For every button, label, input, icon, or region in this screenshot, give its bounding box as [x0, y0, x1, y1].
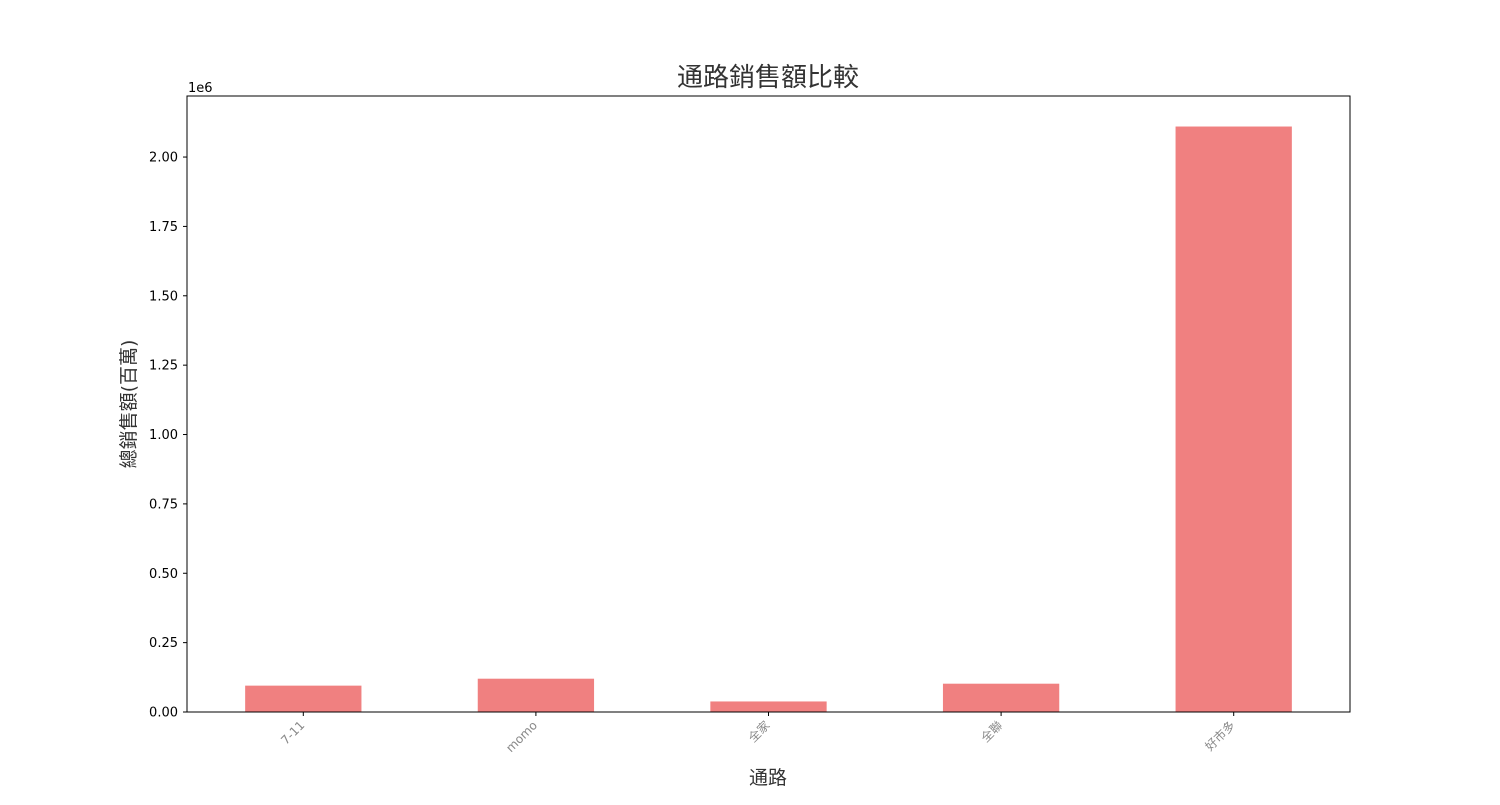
y-tick-label: 2.00 [149, 151, 178, 166]
y-axis: 0.00 0.25 0.50 0.75 1.00 1.25 1.50 1.75 2.00 [149, 151, 187, 721]
plot-frame [186, 95, 1351, 713]
y-axis-offset-label: 1e6 [188, 81, 213, 96]
bars-group [245, 126, 1292, 712]
y-axis-title: 總銷售額(百萬) [118, 340, 140, 469]
y-tick-label: 0.50 [149, 567, 178, 582]
bar-全家 [710, 701, 827, 712]
y-tick-label: 0.75 [149, 497, 178, 512]
x-tick-label-好市多: 好市多 [1202, 718, 1238, 754]
y-tick-label: 1.25 [149, 359, 178, 374]
bar-好市多 [1175, 126, 1292, 712]
y-tick-label: 1.50 [149, 289, 178, 304]
y-tick-label: 1.75 [149, 220, 178, 235]
chart-title: 通路銷售額比較 [677, 63, 859, 93]
x-tick-label-momo: momo [503, 718, 540, 755]
y-tick-label: 0.25 [149, 636, 178, 651]
x-axis: 7-11 momo 全家 全聯 好市多 [278, 712, 1238, 755]
x-tick-label-7-11: 7-11 [278, 718, 307, 747]
y-tick-label: 0.00 [149, 706, 178, 721]
x-tick-label-全家: 全家 [745, 718, 773, 746]
bar-全聯 [942, 683, 1060, 712]
x-axis-title: 通路 [749, 767, 787, 789]
bar-momo [477, 678, 595, 712]
bar-7-11 [245, 685, 362, 712]
x-tick-label-全聯: 全聯 [978, 718, 1006, 746]
y-tick-label: 1.00 [149, 428, 178, 443]
